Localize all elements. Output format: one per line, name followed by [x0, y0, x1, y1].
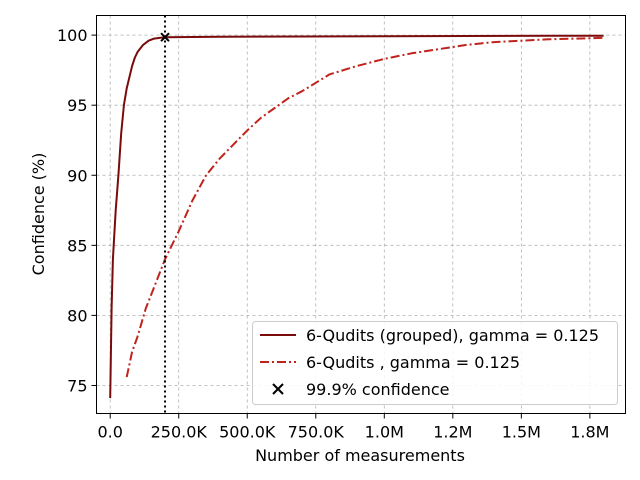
series-line-1 [125, 36, 604, 378]
x-tick-label: 1.5M [502, 423, 541, 442]
x-axis-label: Number of measurements [255, 446, 465, 465]
series-line-0 [109, 34, 604, 399]
x-tick-label: 500.0K [219, 423, 276, 442]
series-layer [109, 34, 604, 399]
y-tick-label: 75 [67, 376, 87, 395]
legend: 6-Qudits (grouped), gamma = 0.125 6-Qudi… [252, 321, 618, 405]
y-axis-label: Confidence (%) [29, 153, 48, 276]
y-axis-ticks: 75 80 85 90 95 100 [57, 26, 97, 395]
y-tick-label: 90 [67, 166, 87, 185]
y-tick-label: 85 [67, 236, 87, 255]
x-tick-label: 750.0K [288, 423, 345, 442]
confidence-marker-0 [160, 32, 170, 42]
legend-label-grouped: 6-Qudits (grouped), gamma = 0.125 [306, 326, 599, 345]
x-tick-label: 1.2M [433, 423, 472, 442]
legend-label-confidence: 99.9% confidence [306, 380, 450, 399]
x-tick-label: 1.0M [365, 423, 404, 442]
legend-box [252, 321, 618, 405]
y-tick-label: 80 [67, 306, 87, 325]
x-tick-label: 0.0 [97, 423, 122, 442]
legend-marker-icon [272, 383, 284, 395]
x-axis-ticks: 0.0 250.0K 500.0K 750.0K 1.0M 1.2M 1.5M 1.8M [97, 413, 609, 442]
y-tick-label: 95 [67, 96, 87, 115]
x-tick-label: 250.0K [151, 423, 208, 442]
y-tick-label: 100 [57, 26, 88, 45]
marker-layer [160, 15, 170, 414]
plot-frame [96, 15, 626, 414]
x-tick-label: 1.8M [570, 423, 609, 442]
legend-label-standard: 6-Qudits , gamma = 0.125 [306, 353, 520, 372]
